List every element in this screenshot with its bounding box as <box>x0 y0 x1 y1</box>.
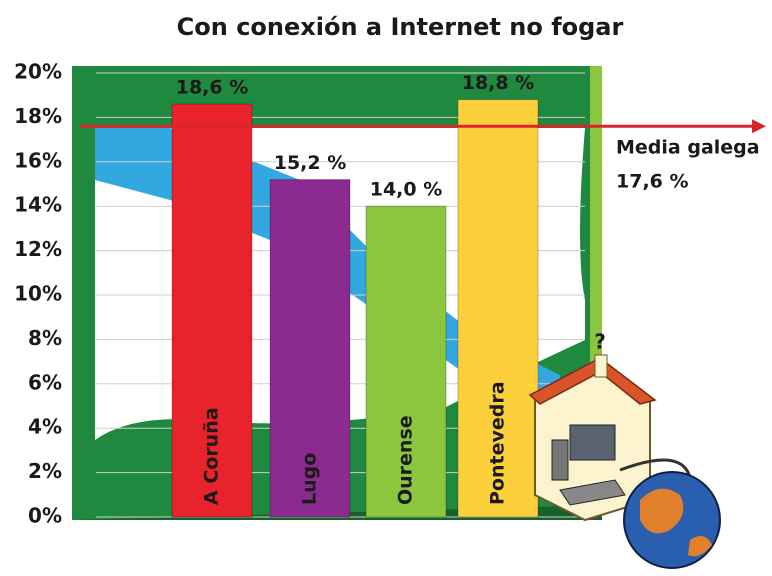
question-mark: ? <box>594 330 606 354</box>
y-tick-label: 4% <box>28 415 62 439</box>
category-label: A Coruña <box>201 407 223 505</box>
reference-label: Media galega <box>616 137 760 159</box>
chart-title: Con conexión a Internet no fogar <box>177 13 624 41</box>
y-tick-label: 20% <box>14 60 62 84</box>
y-tick-label: 8% <box>28 326 62 350</box>
y-tick-label: 18% <box>14 104 62 128</box>
house-icon: ? <box>528 330 721 569</box>
y-tick-label: 10% <box>14 282 62 306</box>
reference-arrow <box>752 119 766 134</box>
y-tick-label: 6% <box>28 370 62 394</box>
value-label: 14,0 % <box>370 179 443 201</box>
value-label: 18,6 % <box>176 77 249 99</box>
bar <box>365 205 447 518</box>
y-tick-label: 2% <box>28 459 62 483</box>
bar <box>171 103 253 518</box>
category-label: Pontevedra <box>487 381 509 505</box>
value-label: 18,8 % <box>462 72 535 94</box>
y-tick-label: 16% <box>14 148 62 172</box>
y-tick-label: 0% <box>28 504 62 528</box>
y-tick-label: 14% <box>14 193 62 217</box>
reference-value-label: 17,6 % <box>616 171 689 193</box>
value-label: 15,2 % <box>274 152 347 174</box>
y-tick-label: 12% <box>14 237 62 261</box>
category-label: Lugo <box>299 453 321 505</box>
category-label: Ourense <box>395 415 417 505</box>
bar <box>457 99 539 518</box>
bar <box>269 179 351 518</box>
